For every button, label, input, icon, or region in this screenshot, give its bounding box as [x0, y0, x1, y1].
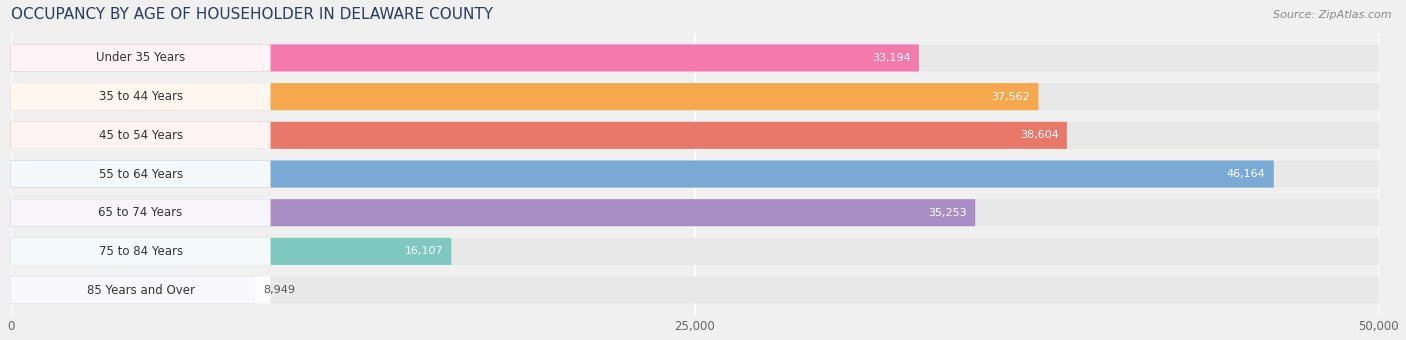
Text: 65 to 74 Years: 65 to 74 Years — [98, 206, 183, 219]
FancyBboxPatch shape — [11, 199, 270, 226]
Text: Source: ZipAtlas.com: Source: ZipAtlas.com — [1274, 10, 1392, 20]
Text: Under 35 Years: Under 35 Years — [96, 51, 186, 65]
Text: 75 to 84 Years: 75 to 84 Years — [98, 245, 183, 258]
Text: 38,604: 38,604 — [1019, 130, 1059, 140]
Text: 35,253: 35,253 — [928, 208, 967, 218]
FancyBboxPatch shape — [11, 160, 1379, 188]
Text: 46,164: 46,164 — [1227, 169, 1265, 179]
Text: 45 to 54 Years: 45 to 54 Years — [98, 129, 183, 142]
Text: 16,107: 16,107 — [405, 246, 443, 256]
FancyBboxPatch shape — [11, 276, 256, 304]
Text: 8,949: 8,949 — [264, 285, 295, 295]
FancyBboxPatch shape — [11, 122, 270, 149]
FancyBboxPatch shape — [11, 238, 1379, 265]
Text: 55 to 64 Years: 55 to 64 Years — [98, 168, 183, 181]
FancyBboxPatch shape — [11, 45, 920, 71]
FancyBboxPatch shape — [11, 83, 1379, 110]
Text: 33,194: 33,194 — [872, 53, 911, 63]
FancyBboxPatch shape — [11, 160, 270, 188]
FancyBboxPatch shape — [11, 276, 270, 304]
Text: OCCUPANCY BY AGE OF HOUSEHOLDER IN DELAWARE COUNTY: OCCUPANCY BY AGE OF HOUSEHOLDER IN DELAW… — [11, 7, 492, 22]
FancyBboxPatch shape — [11, 160, 1274, 188]
FancyBboxPatch shape — [11, 83, 270, 110]
Text: 37,562: 37,562 — [991, 92, 1031, 102]
FancyBboxPatch shape — [11, 122, 1067, 149]
FancyBboxPatch shape — [11, 122, 1379, 149]
FancyBboxPatch shape — [11, 45, 270, 71]
Text: 35 to 44 Years: 35 to 44 Years — [98, 90, 183, 103]
Text: 85 Years and Over: 85 Years and Over — [87, 284, 194, 296]
FancyBboxPatch shape — [11, 238, 270, 265]
FancyBboxPatch shape — [11, 276, 1379, 304]
FancyBboxPatch shape — [11, 199, 1379, 226]
FancyBboxPatch shape — [11, 83, 1039, 110]
FancyBboxPatch shape — [11, 238, 451, 265]
FancyBboxPatch shape — [11, 45, 1379, 71]
FancyBboxPatch shape — [11, 199, 976, 226]
